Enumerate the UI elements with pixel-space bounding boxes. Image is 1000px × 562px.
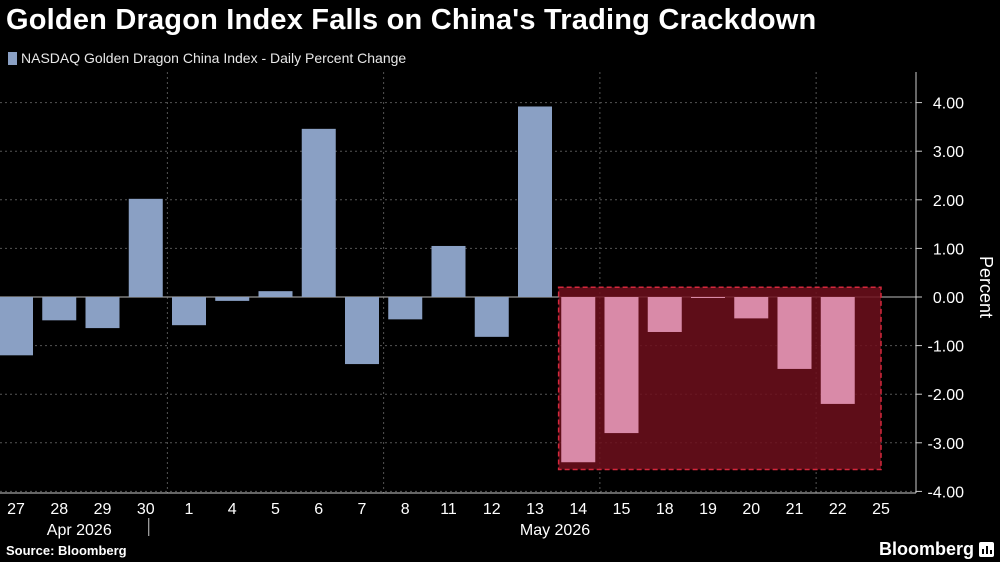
x-tick-label: 1 [185,501,194,518]
legend-swatch [8,51,17,65]
x-tick-label: 20 [742,501,760,518]
axes [0,72,917,536]
y-tick-label: 2.00 [933,193,964,210]
y-tick-label: -3.00 [928,436,965,453]
x-tick-labels: 27 28 29 30 1 4 5 6 7 8 11 12 13 14 15 18 19 20 21 22 25Apr … [7,501,890,539]
legend: NASDAQ Golden Dragon China Index - Daily… [8,50,406,66]
bar [388,297,423,320]
month-label: Apr 2026 [47,522,112,539]
bar [128,198,163,297]
y-tick-label: -4.00 [928,484,965,501]
x-tick-label: 13 [526,501,544,518]
bar [647,297,682,332]
bloomberg-chart-icon [979,542,994,557]
y-tick-label: -1.00 [928,339,965,356]
source-note: Source: Bloomberg [6,543,127,558]
y-tick-label: 3.00 [933,144,964,161]
bar [474,297,509,337]
x-tick-label: 15 [613,501,631,518]
x-tick-label: 7 [358,501,367,518]
x-tick-label: 25 [872,501,890,518]
bar [691,297,725,298]
y-tick-label: 4.00 [933,96,964,113]
bar [820,297,855,404]
x-tick-label: 29 [94,501,112,518]
month-label: May 2026 [520,522,590,539]
bar [604,297,639,434]
bars [0,106,855,463]
x-tick-label: 14 [569,501,587,518]
bar [345,297,379,365]
x-tick-label: 4 [228,501,237,518]
x-tick-label: 6 [314,501,323,518]
bar [42,297,77,321]
x-tick-label: 19 [699,501,717,518]
bar [518,106,552,297]
bar [431,245,466,297]
bar [301,128,336,297]
bar [561,297,596,463]
bar [172,297,206,326]
x-tick-label: 30 [137,501,155,518]
y-tick-label: 1.00 [933,241,964,258]
x-tick-label: 28 [50,501,68,518]
y-axis-label: Percent [976,256,996,318]
chart-title: Golden Dragon Index Falls on China's Tra… [6,4,817,36]
bar [777,297,812,369]
bar [85,297,120,329]
x-tick-label: 22 [829,501,847,518]
y-tick-label: -2.00 [928,387,965,404]
x-tick-label: 11 [440,501,457,518]
x-tick-label: 27 [7,501,25,518]
x-tick-label: 12 [483,501,501,518]
y-tick-labels: 4.00 3.00 2.00 1.00 0.00 -1.00 -2.00 -3.00 -4.00… [916,96,996,501]
bar [734,297,769,319]
bar [258,291,293,297]
bar [0,297,33,356]
legend-label: NASDAQ Golden Dragon China Index - Daily… [21,50,407,66]
y-tick-label: 0.00 [933,290,964,307]
bar [215,297,250,301]
x-tick-label: 8 [401,501,410,518]
brand-logo: Bloomberg [878,539,974,559]
x-tick-label: 5 [271,501,280,518]
x-tick-label: 18 [656,501,674,518]
x-tick-label: 21 [786,501,804,518]
